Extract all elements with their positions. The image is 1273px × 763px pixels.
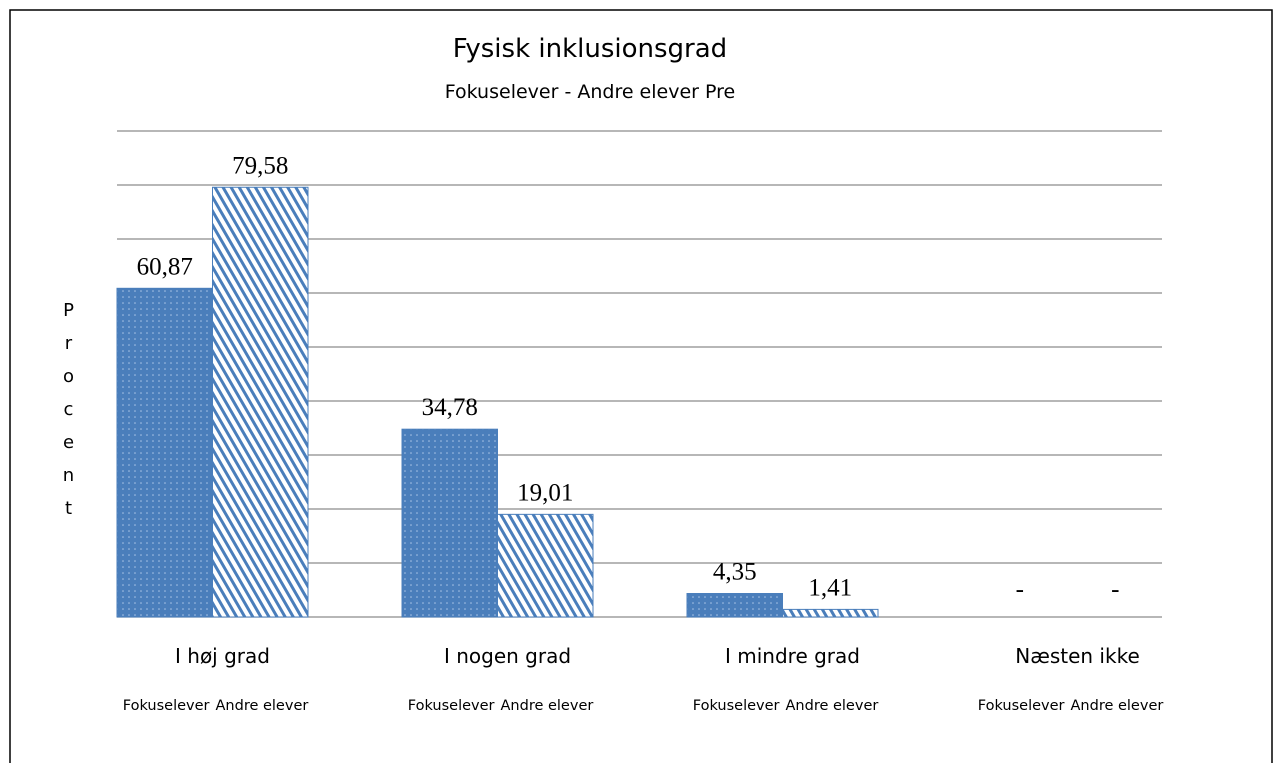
series-label: Andre elever (1071, 698, 1164, 714)
bar (686, 593, 783, 618)
x-tick-label: I høj grad (175, 644, 270, 668)
chart-subtitle: Fokuselever - Andre elever Pre (445, 81, 735, 103)
data-label: 1,41 (808, 574, 852, 601)
series-label: Andre elever (501, 698, 594, 714)
bar (401, 428, 498, 618)
frame (9, 9, 1273, 763)
series-label: Andre elever (786, 698, 879, 714)
data-label: - (1016, 576, 1024, 603)
bar (782, 608, 879, 618)
series-label: Fokuselever (123, 698, 210, 714)
data-label: 60,87 (137, 253, 193, 280)
bar (212, 186, 309, 618)
series-label: Fokuselever (693, 698, 780, 714)
chart-title: Fysisk inklusionsgrad (453, 34, 727, 64)
x-tick-label: Næsten ikke (1015, 644, 1140, 668)
series-label: Andre elever (216, 698, 309, 714)
data-label: 4,35 (713, 559, 757, 586)
data-label: 19,01 (517, 479, 573, 506)
bar (497, 513, 594, 618)
data-label: 79,58 (232, 152, 288, 179)
y-axis-label: Procent (58, 300, 79, 531)
data-label: - (1111, 576, 1119, 603)
x-tick-label: I mindre grad (725, 644, 860, 668)
series-label: Fokuselever (978, 698, 1065, 714)
data-label: 34,78 (422, 394, 478, 421)
bar (116, 287, 213, 618)
series-label: Fokuselever (408, 698, 495, 714)
x-tick-label: I nogen grad (444, 644, 571, 668)
